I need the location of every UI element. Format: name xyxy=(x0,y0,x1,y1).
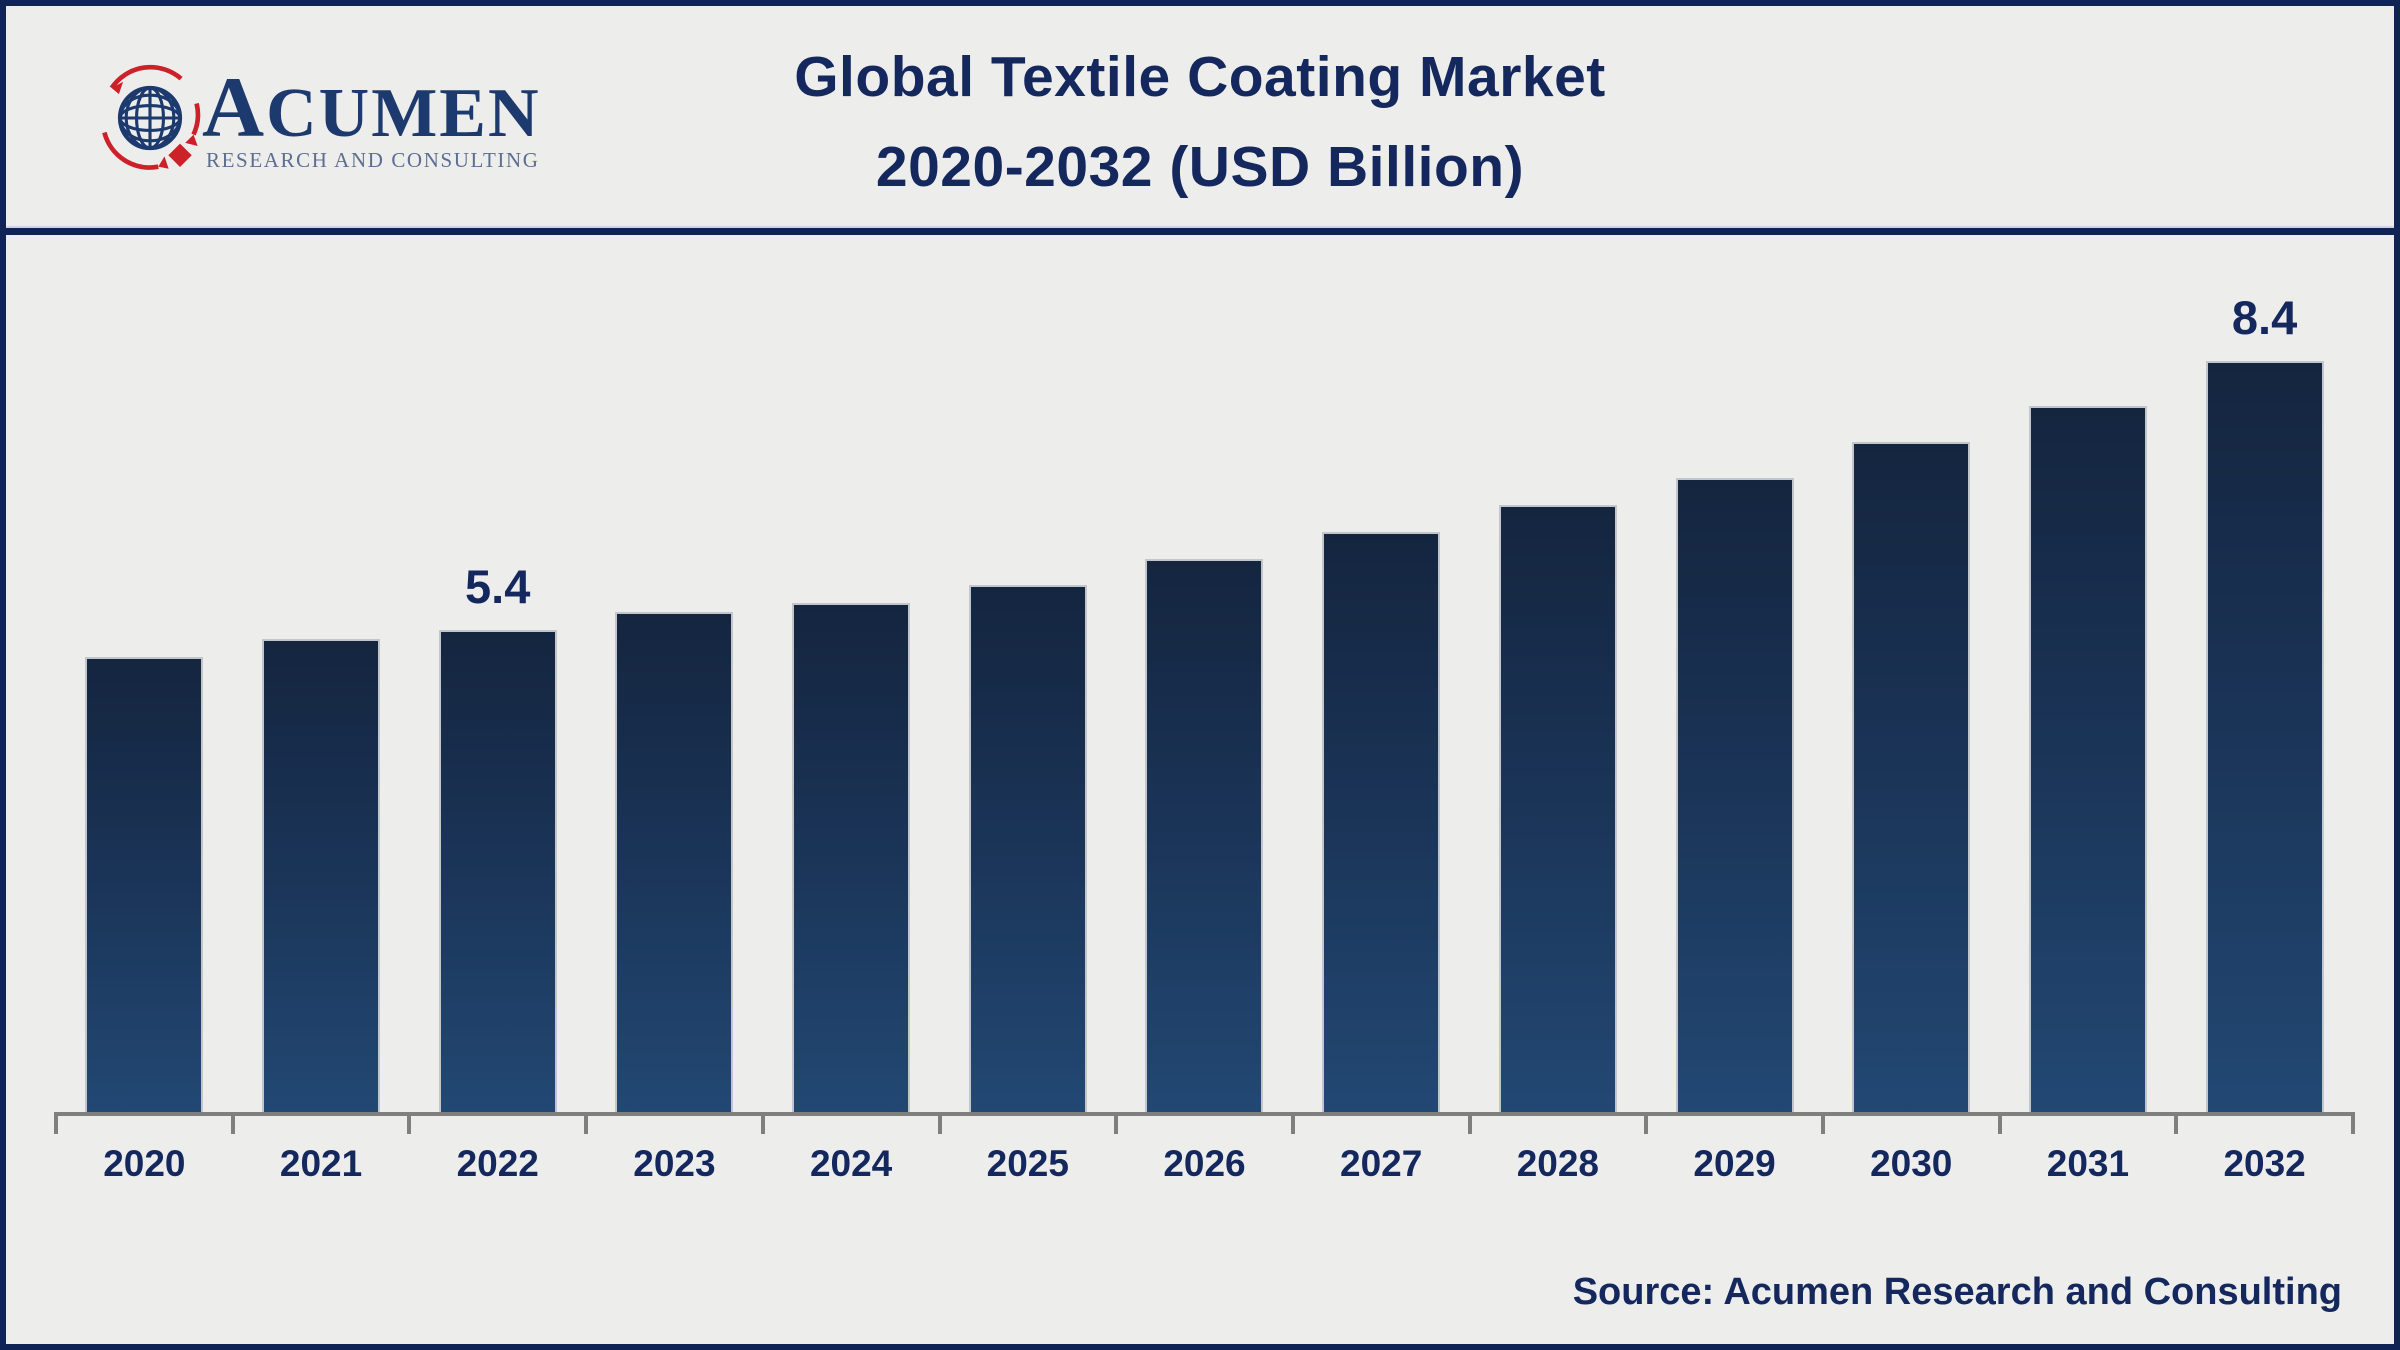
bar-slot-2028 xyxy=(1470,6,1647,1114)
x-axis-label-2024: 2024 xyxy=(809,1143,893,1184)
axis-tick xyxy=(230,1112,235,1134)
bar-2021 xyxy=(262,639,381,1114)
axis-tick xyxy=(584,1112,589,1134)
axis-tick xyxy=(937,1112,942,1134)
bar-2030 xyxy=(1852,442,1971,1114)
axis-tick xyxy=(2174,1112,2179,1134)
axis-tick xyxy=(407,1112,412,1134)
bar-value-label-2022: 5.4 xyxy=(465,560,531,614)
x-axis-label-2030: 2030 xyxy=(1870,1143,1953,1184)
axis-tick xyxy=(1114,1112,1119,1134)
bar-slot-2020 xyxy=(56,6,233,1114)
acumen-logo: ACUMEN RESEARCH AND CONSULTING xyxy=(98,56,539,181)
axis-tick xyxy=(54,1112,58,1134)
x-axis-label-2028: 2028 xyxy=(1516,1143,1599,1184)
header-divider xyxy=(6,228,2394,235)
page-title-line1: Global Textile Coating Market xyxy=(794,45,1606,109)
x-axis-label-2027: 2027 xyxy=(1340,1143,1423,1184)
axis-tick xyxy=(1820,1112,1825,1134)
logo-tagline: RESEARCH AND CONSULTING xyxy=(206,148,540,172)
bar-2029 xyxy=(1675,477,1794,1114)
bar-slot-2026 xyxy=(1116,6,1293,1114)
source-attribution: Source: Acumen Research and Consulting xyxy=(1572,1271,2342,1313)
axis-tick xyxy=(1997,1112,2002,1134)
bar-2022: 5.4 xyxy=(438,560,557,1114)
bar-slot-2027 xyxy=(1293,6,1470,1114)
logo-name: ACUMEN xyxy=(202,59,541,155)
bar-slot-2024 xyxy=(763,6,940,1114)
header: ACUMEN RESEARCH AND CONSULTING Global Te… xyxy=(6,6,2394,228)
bar-slot-2029 xyxy=(1646,6,1823,1114)
x-axis-label-2021: 2021 xyxy=(279,1143,363,1184)
x-axis-label-2029: 2029 xyxy=(1693,1143,1776,1184)
axis-tick xyxy=(760,1112,765,1134)
bar-2028 xyxy=(1498,504,1617,1114)
bar-slot-2032: 8.4 xyxy=(2176,6,2353,1114)
x-axis-label-2020: 2020 xyxy=(103,1143,186,1184)
axis-tick xyxy=(1644,1112,1649,1134)
bar-chart: 5.4 8.4 xyxy=(56,6,2353,1114)
bar-2026 xyxy=(1145,558,1264,1114)
x-axis-label-2023: 2023 xyxy=(633,1143,716,1184)
bar-slot-2030 xyxy=(1823,6,2000,1114)
x-axis-label-2026: 2026 xyxy=(1163,1143,1246,1184)
bar-2023 xyxy=(615,612,734,1114)
bar-2032: 8.4 xyxy=(2205,291,2324,1114)
page-title: Global Textile Coating Market 2020-2032 … xyxy=(6,32,2394,212)
bar-2027 xyxy=(1322,531,1441,1114)
x-axis-label-2025: 2025 xyxy=(986,1143,1069,1184)
page-title-line2: 2020-2032 (USD Billion) xyxy=(875,135,1525,199)
x-axis-label-2022: 2022 xyxy=(456,1143,539,1184)
bar-2025 xyxy=(968,585,1087,1114)
bar-slot-2031 xyxy=(2000,6,2177,1114)
bar-slot-2023 xyxy=(586,6,763,1114)
bar-slot-2021 xyxy=(233,6,410,1114)
bar-slot-2022: 5.4 xyxy=(409,6,586,1114)
bar-value-label-2032: 8.4 xyxy=(2231,291,2298,345)
x-axis-labels: 2020 2021 2022 2023 2024 2025 2026 2027 2028 2029… xyxy=(56,1144,2353,1184)
bar-2024 xyxy=(792,603,911,1114)
x-axis-label-2031: 2031 xyxy=(2046,1143,2130,1184)
axis-tick xyxy=(2351,1112,2355,1134)
bar-2020 xyxy=(85,657,204,1114)
axis-tick xyxy=(1290,1112,1295,1134)
bar-slot-2025 xyxy=(939,6,1116,1114)
axis-tick xyxy=(1467,1112,1472,1134)
x-axis-label-2032: 2032 xyxy=(2223,1143,2306,1184)
x-axis-line xyxy=(54,1112,2355,1134)
acumen-globe-icon xyxy=(102,64,201,170)
bar-2031 xyxy=(2028,406,2147,1114)
